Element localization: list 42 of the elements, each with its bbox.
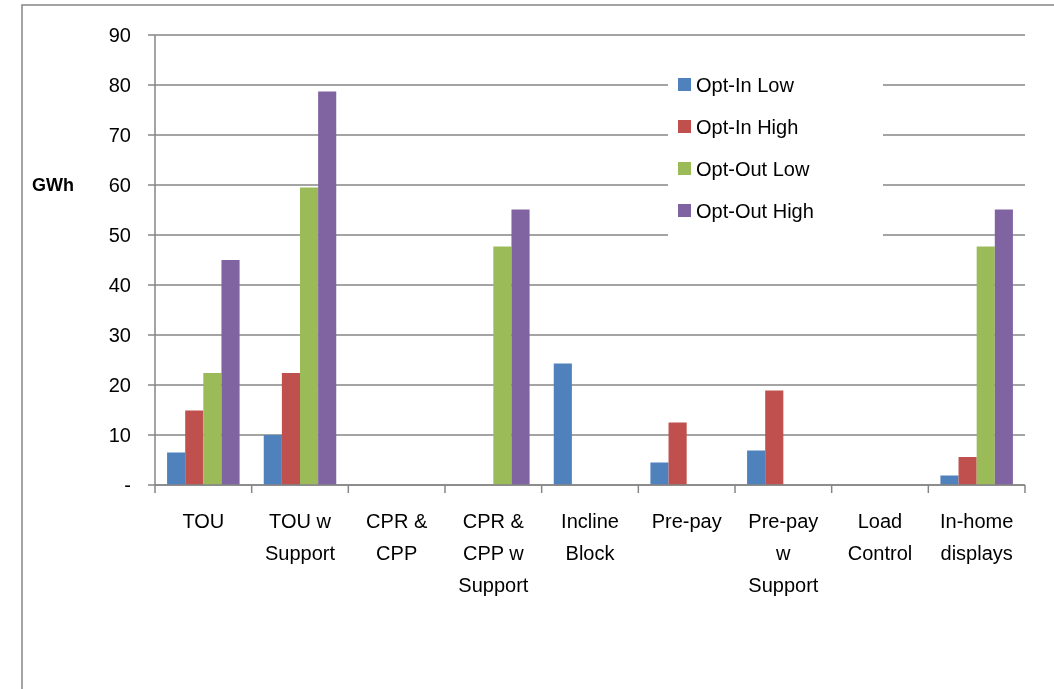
- bar: [300, 187, 319, 485]
- x-tick-label: In-home displays: [939, 510, 1014, 564]
- legend-label: Opt-Out Low: [696, 158, 810, 180]
- bar: [167, 452, 186, 485]
- y-tick-label: 90: [108, 24, 131, 46]
- bar: [976, 246, 995, 485]
- y-tick-label: 40: [108, 274, 131, 296]
- y-tick-label: 70: [108, 124, 131, 146]
- bar: [493, 246, 512, 485]
- bar: [203, 373, 222, 485]
- y-axis-title: GWh: [32, 175, 74, 196]
- y-tick-label: 30: [108, 324, 131, 346]
- y-tick-label: -: [124, 474, 131, 496]
- bar: [650, 462, 669, 485]
- bar: [765, 390, 784, 485]
- bar: [281, 373, 300, 485]
- bar: [958, 457, 977, 485]
- y-tick-label: 10: [108, 424, 131, 446]
- bar: [747, 450, 766, 485]
- x-tick-label: Pre-pay w Support: [748, 510, 819, 596]
- bar: [318, 91, 337, 485]
- legend-label: Opt-In Low: [696, 74, 795, 96]
- x-tick-label: Incline Block: [561, 510, 619, 564]
- y-tick-label: 50: [108, 224, 131, 246]
- bar: [185, 410, 204, 485]
- x-tick-label: CPR & CPP: [366, 510, 428, 564]
- x-tick-label: Load Control: [847, 510, 913, 564]
- x-tick-label: CPR & CPP w Support: [458, 510, 529, 596]
- bar: [553, 363, 572, 485]
- legend-label: Opt-In High: [696, 116, 799, 138]
- x-tick-label: Pre-pay: [651, 510, 722, 532]
- bar: [221, 260, 240, 485]
- bar: [668, 422, 687, 485]
- y-tick-label: 20: [108, 374, 131, 396]
- y-tick-label: 60: [108, 174, 131, 196]
- legend-label: Opt-Out High: [696, 200, 814, 222]
- y-tick-label: 80: [108, 74, 131, 96]
- x-tick-label: TOU w Support: [264, 510, 336, 564]
- bar: [511, 209, 530, 485]
- bar: [263, 435, 282, 485]
- bar: [994, 209, 1013, 485]
- x-tick-label: TOU: [182, 510, 225, 532]
